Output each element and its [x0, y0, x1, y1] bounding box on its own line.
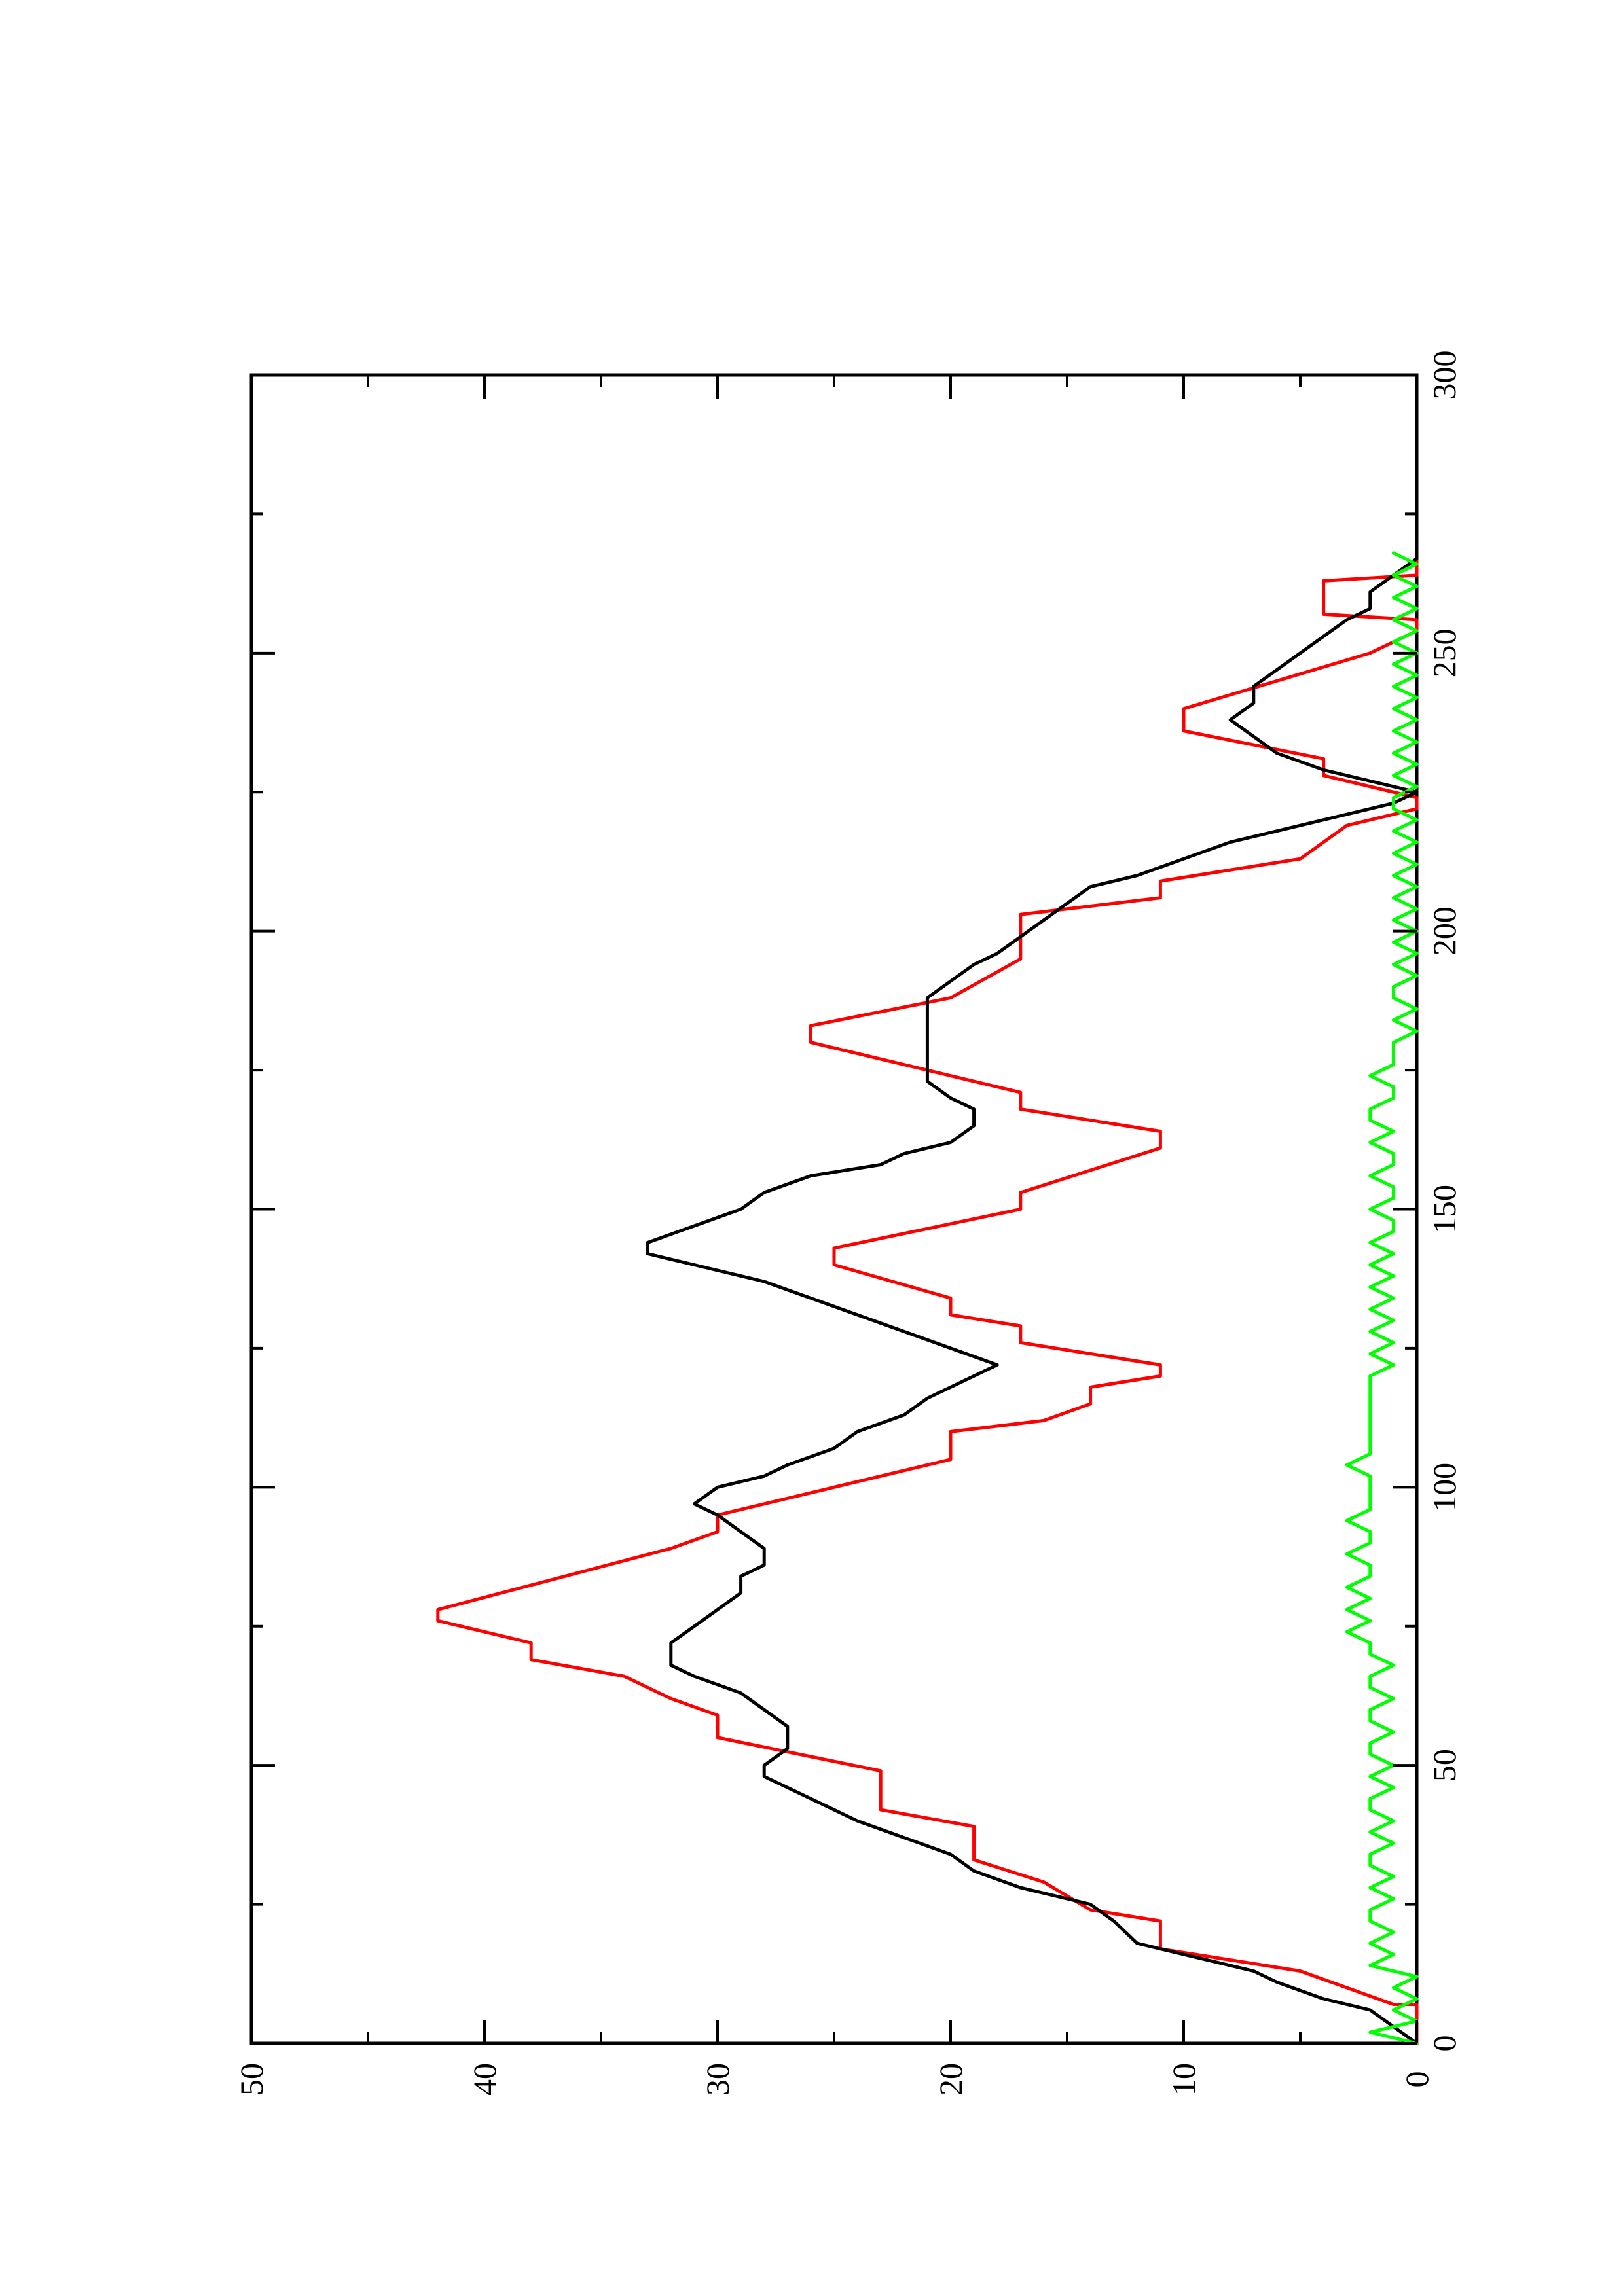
- plot-frame: [249, 373, 1419, 2045]
- series-layer: [436, 545, 1419, 2045]
- y-tick-label-10: 10: [1165, 2063, 1202, 2096]
- series-line-3: [1345, 551, 1419, 2045]
- y-tick-label-50: 50: [233, 2063, 270, 2096]
- x-tick-label-100: 100: [1426, 1463, 1463, 1512]
- y-tick-label-40: 40: [466, 2063, 503, 2096]
- y-tick-label-30: 30: [699, 2063, 736, 2096]
- x-tick-label-0: 0: [1426, 2036, 1463, 2052]
- axis-layer: 0 50 100 150 200 250 300 0 10 20 30 40 50: [233, 351, 1463, 2096]
- x-tick-label-300: 300: [1426, 351, 1463, 400]
- series-line-2: [646, 545, 1419, 2045]
- y-tick-label-20: 20: [932, 2063, 969, 2096]
- x-tick-label-50: 50: [1426, 1749, 1463, 1782]
- x-tick-label-150: 150: [1426, 1185, 1463, 1234]
- series-line-1: [436, 551, 1419, 2045]
- x-tick-label-250: 250: [1426, 628, 1463, 677]
- y-tick-label-0: 0: [1398, 2072, 1435, 2088]
- x-tick-label-200: 200: [1426, 906, 1463, 956]
